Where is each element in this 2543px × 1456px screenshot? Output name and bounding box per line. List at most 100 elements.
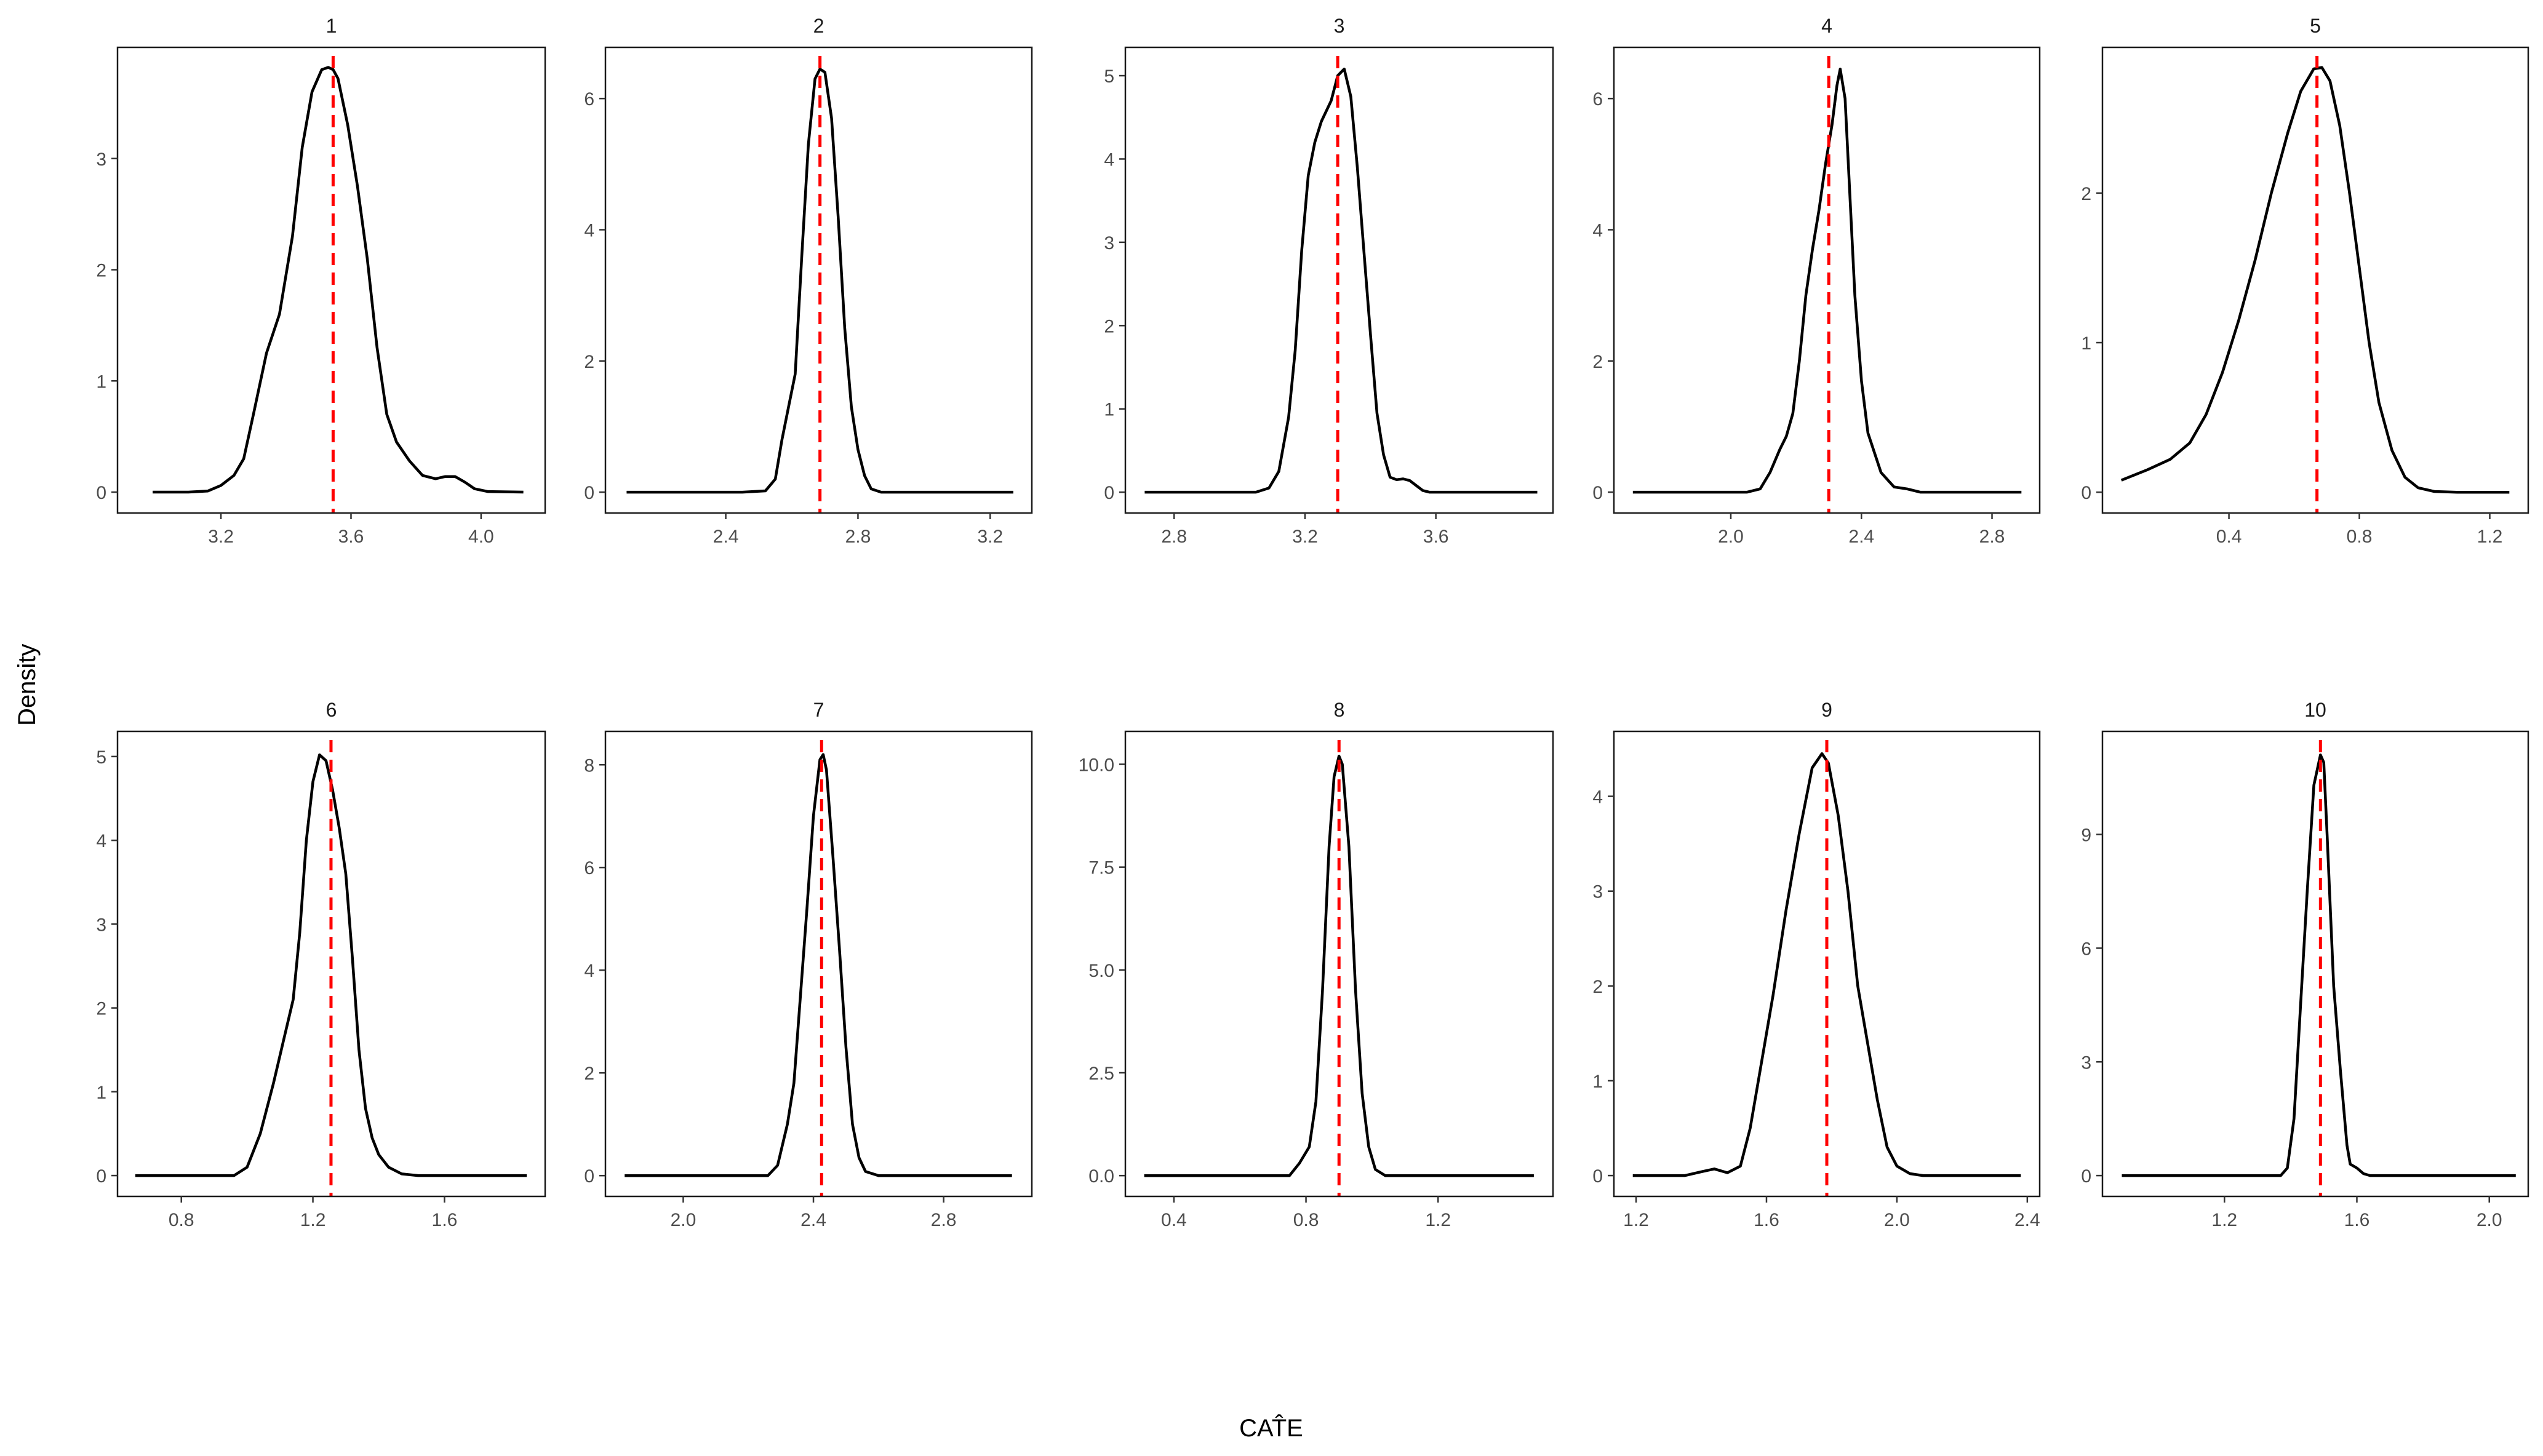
y-tick-label: 0 bbox=[1104, 483, 1114, 503]
y-tick-label: 8 bbox=[584, 755, 594, 776]
density-curve bbox=[135, 753, 527, 1177]
y-tick-label: 2 bbox=[2081, 184, 2091, 204]
x-tick-label: 2.0 bbox=[1884, 1210, 1910, 1230]
y-tick-label: 0 bbox=[1592, 483, 1603, 503]
density-curve bbox=[1144, 67, 1538, 494]
x-tick-label: 1.2 bbox=[1425, 1210, 1451, 1230]
y-tick-label: 2 bbox=[96, 261, 106, 281]
facet-panel-7: 7 2.0 2.4 2.8 0 2 4 6 8 bbox=[584, 699, 1033, 1230]
density-curve bbox=[625, 753, 1012, 1177]
panel-border bbox=[1124, 46, 1554, 514]
y-tick-label: 4 bbox=[1592, 220, 1603, 241]
y-tick-label: 2 bbox=[584, 352, 594, 372]
x-tick-label: 0.4 bbox=[1161, 1210, 1187, 1230]
y-tick-label: 0 bbox=[1592, 1166, 1603, 1187]
facet-strip-label: 3 bbox=[1334, 15, 1345, 37]
y-tick-label: 2 bbox=[96, 999, 106, 1019]
facet-strip-label: 9 bbox=[1821, 699, 1832, 721]
y-tick-label: 5 bbox=[1104, 66, 1114, 87]
x-tick-label: 1.2 bbox=[2211, 1210, 2237, 1230]
y-tick-label: 3 bbox=[1104, 233, 1114, 253]
y-tick-label: 4 bbox=[584, 961, 594, 981]
y-tick-label: 1 bbox=[1104, 400, 1114, 420]
y-tick-label: 5.0 bbox=[1088, 961, 1114, 981]
y-tick-label: 0 bbox=[584, 1166, 594, 1187]
panel-border bbox=[1613, 730, 2041, 1198]
x-tick-label: 1.2 bbox=[300, 1210, 326, 1230]
x-tick-label: 2.0 bbox=[1718, 527, 1744, 547]
y-tick-label: 2 bbox=[1592, 352, 1603, 372]
y-tick-label: 3 bbox=[96, 149, 106, 170]
density-curve bbox=[1144, 754, 1534, 1177]
y-tick-label: 1 bbox=[1592, 1072, 1603, 1092]
x-tick-label: 1.2 bbox=[2477, 527, 2503, 547]
y-tick-label: 0 bbox=[2081, 1166, 2091, 1187]
x-tick-label: 2.8 bbox=[931, 1210, 957, 1230]
x-tick-label: 2.0 bbox=[2477, 1210, 2502, 1230]
x-tick-label: 2.8 bbox=[1979, 527, 2005, 547]
facet-panel-5: 5 0.4 0.8 1.2 0 1 2 bbox=[2081, 15, 2529, 547]
x-tick-label: 3.2 bbox=[1292, 527, 1318, 547]
x-tick-label: 2.4 bbox=[800, 1210, 826, 1230]
x-tick-label: 1.2 bbox=[1623, 1210, 1649, 1230]
y-axis-title: Density bbox=[14, 643, 41, 726]
density-curve bbox=[626, 67, 1013, 494]
facet-panel-3: 3 2.8 3.2 3.6 0 1 2 3 4 5 bbox=[1104, 15, 1554, 547]
y-tick-label: 0.0 bbox=[1088, 1166, 1114, 1187]
y-tick-label: 6 bbox=[584, 89, 594, 109]
density-curve bbox=[2120, 66, 2510, 494]
panel-border bbox=[1124, 730, 1554, 1198]
facet-strip-label: 1 bbox=[326, 15, 337, 37]
facet-strip-label: 8 bbox=[1334, 699, 1345, 721]
y-tick-label: 9 bbox=[2081, 825, 2091, 846]
x-tick-label: 3.2 bbox=[208, 527, 234, 547]
facet-panel-10: 10 1.2 1.6 2.0 0 3 6 9 bbox=[2081, 699, 2529, 1230]
y-tick-label: 5 bbox=[96, 747, 106, 768]
x-tick-label: 0.8 bbox=[2347, 527, 2373, 547]
x-tick-label: 3.6 bbox=[338, 527, 364, 547]
y-tick-label: 0 bbox=[584, 483, 594, 503]
y-tick-label: 2.5 bbox=[1088, 1064, 1114, 1084]
x-tick-label: 0.8 bbox=[1293, 1210, 1319, 1230]
x-tick-label: 4.0 bbox=[468, 527, 494, 547]
x-tick-label: 2.4 bbox=[713, 527, 739, 547]
panel-border bbox=[2101, 46, 2529, 514]
facet-panel-2: 2 2.4 2.8 3.2 0 2 4 6 bbox=[584, 15, 1033, 547]
y-tick-label: 6 bbox=[584, 858, 594, 878]
x-tick-label: 2.4 bbox=[1848, 527, 1874, 547]
x-tick-label: 0.8 bbox=[169, 1210, 194, 1230]
x-axis-title: CAT̂E bbox=[1239, 1415, 1303, 1442]
y-tick-label: 2 bbox=[584, 1064, 594, 1084]
y-tick-label: 2 bbox=[1592, 977, 1603, 997]
facet-strip-label: 7 bbox=[813, 699, 824, 721]
y-tick-label: 0 bbox=[96, 1166, 106, 1187]
x-tick-label: 1.6 bbox=[1754, 1210, 1779, 1230]
x-tick-label: 3.2 bbox=[977, 527, 1003, 547]
x-tick-label: 2.4 bbox=[2014, 1210, 2040, 1230]
y-tick-label: 4 bbox=[96, 831, 106, 851]
panel-border bbox=[2101, 730, 2529, 1198]
facet-panel-4: 4 2.0 2.4 2.8 0 2 4 6 bbox=[1592, 15, 2041, 547]
x-tick-label: 1.6 bbox=[432, 1210, 458, 1230]
y-tick-label: 10.0 bbox=[1079, 755, 1114, 775]
x-tick-label: 2.8 bbox=[1161, 527, 1187, 547]
x-tick-label: 3.6 bbox=[1423, 527, 1449, 547]
facet-panel-1: 1 3.2 3.6 4.0 0 1 2 3 bbox=[96, 15, 546, 547]
y-tick-label: 1 bbox=[2081, 333, 2091, 354]
facet-strip-label: 6 bbox=[326, 699, 337, 721]
facet-strip-label: 2 bbox=[813, 15, 824, 37]
y-tick-label: 3 bbox=[2081, 1052, 2091, 1073]
panel-border bbox=[116, 46, 546, 514]
y-tick-label: 3 bbox=[96, 915, 106, 935]
y-tick-label: 0 bbox=[96, 483, 106, 503]
facet-strip-label: 5 bbox=[2310, 15, 2321, 37]
x-tick-label: 1.6 bbox=[2344, 1210, 2370, 1230]
x-tick-label: 2.0 bbox=[671, 1210, 697, 1230]
x-tick-label: 0.4 bbox=[2216, 527, 2242, 547]
y-tick-label: 2 bbox=[1104, 316, 1114, 336]
density-curve bbox=[1632, 67, 2022, 494]
y-tick-label: 3 bbox=[1592, 882, 1603, 902]
facet-strip-label: 4 bbox=[1821, 15, 1832, 37]
